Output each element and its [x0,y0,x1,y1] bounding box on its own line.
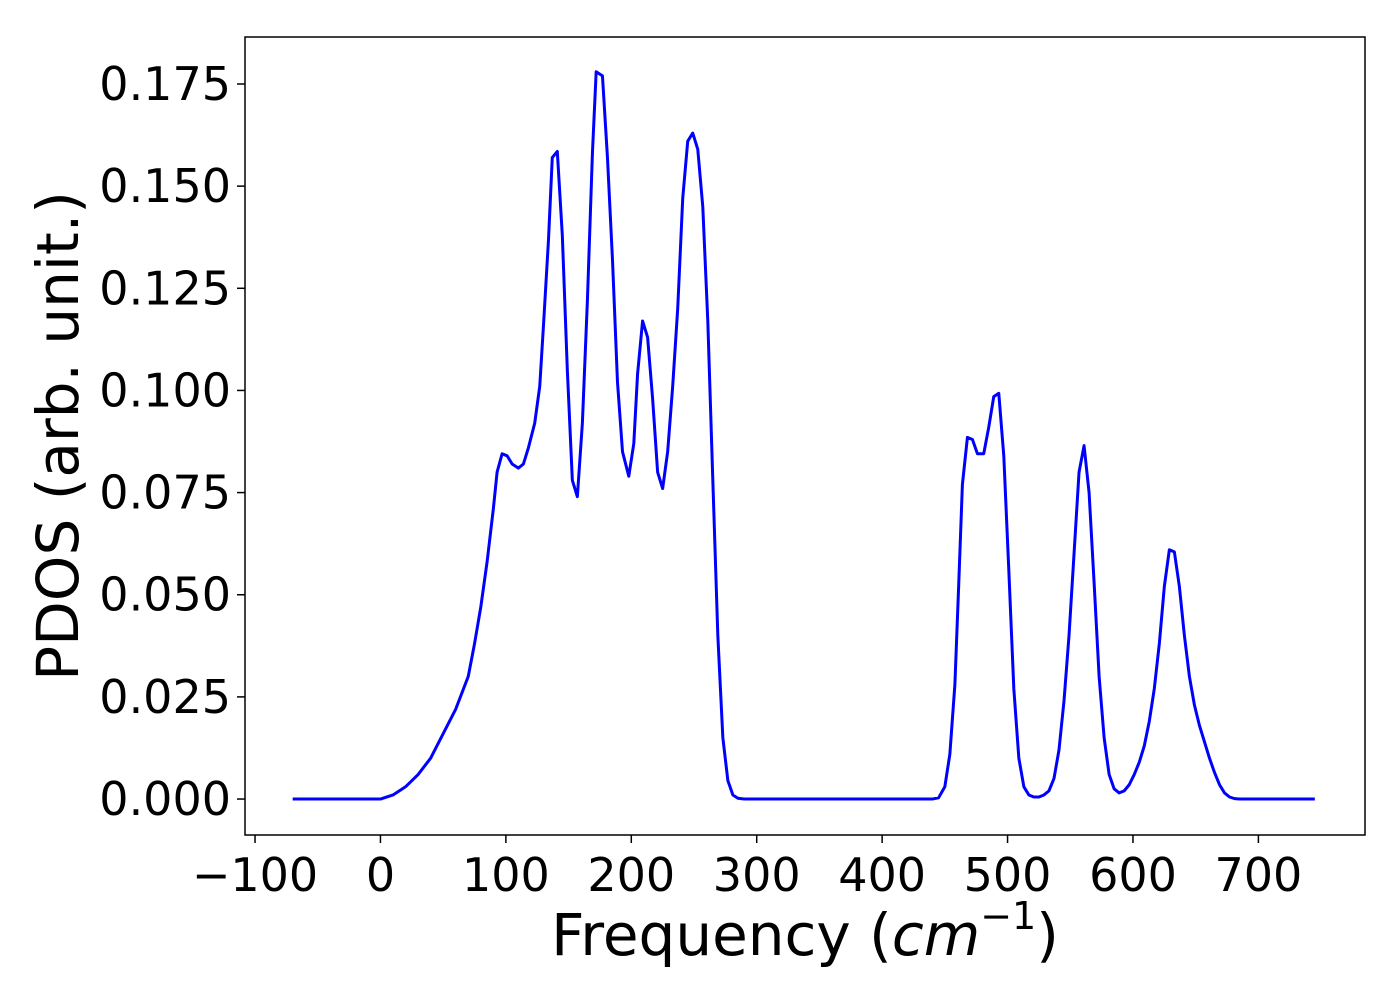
y-tick-label: 0.075 [99,466,231,520]
x-tick-label: 300 [713,848,801,902]
series-line [292,70,1315,801]
y-tick-label: 0.000 [99,772,231,826]
x-tick-label: 400 [838,848,926,902]
x-tick-label: −100 [192,848,318,902]
y-axis-label: PDOS (arb. unit.) [24,191,92,681]
x-label-close: ) [1036,901,1059,969]
y-tick-label: 0.050 [99,568,231,622]
x-axis-label: Frequency (cm−1) [551,894,1059,969]
x-label-text: Frequency ( [551,901,892,969]
y-tick-label: 0.100 [99,363,231,417]
x-label-exponent: −1 [980,894,1036,938]
x-label-unit: cm [892,901,980,969]
plot-frame [244,36,1366,836]
x-tick-label: 500 [964,848,1052,902]
y-tick-label: 0.125 [99,261,231,315]
y-tick-label: 0.025 [99,670,231,724]
x-tick-label: 200 [587,848,675,902]
x-tick-label: 100 [462,848,550,902]
x-tick-label: 700 [1214,848,1302,902]
y-tick-label: 0.175 [99,57,231,111]
x-tick-label: 600 [1089,848,1177,902]
y-tick-label: 0.150 [99,159,231,213]
x-tick-label: 0 [366,848,395,902]
